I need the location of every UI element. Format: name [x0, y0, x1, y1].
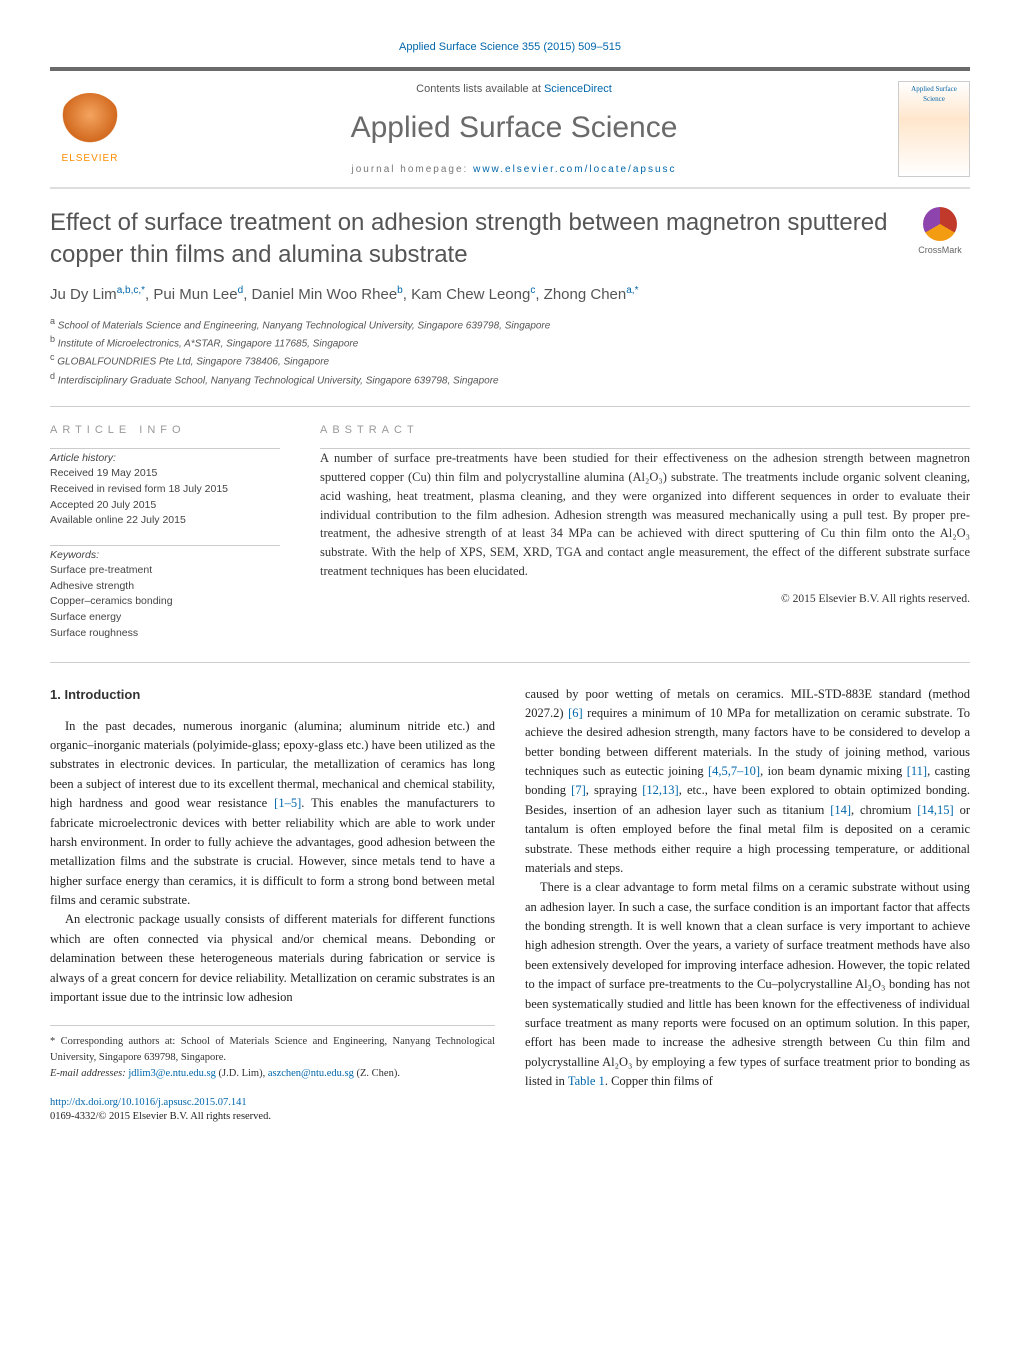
author-affil-sup: c: [530, 285, 535, 296]
email-who-2: (Z. Chen).: [354, 1068, 400, 1079]
affiliation-list: a School of Materials Science and Engine…: [50, 315, 970, 388]
doi-link[interactable]: http://dx.doi.org/10.1016/j.apsusc.2015.…: [50, 1097, 247, 1108]
journal-name: Applied Surface Science: [150, 107, 878, 149]
keywords-head: Keywords:: [50, 548, 280, 563]
citation-link[interactable]: [4,5,7–10]: [708, 764, 760, 778]
author-affil-sup: a,*: [626, 285, 638, 296]
citation-link[interactable]: [6]: [568, 706, 583, 720]
contents-available-line: Contents lists available at ScienceDirec…: [150, 82, 878, 97]
keyword-item: Copper–ceramics bonding: [50, 594, 280, 610]
author-affil-sup: a,b,c,*: [117, 285, 145, 296]
citation-link[interactable]: [1–5]: [274, 796, 301, 810]
affiliation-line: a School of Materials Science and Engine…: [50, 315, 970, 333]
author-affil-sup: d: [238, 285, 244, 296]
crossmark-label: CrossMark: [918, 244, 962, 257]
author-name: Kam Chew Leong: [411, 286, 530, 303]
masthead: ELSEVIER Contents lists available at Sci…: [50, 67, 970, 189]
body-paragraph: In the past decades, numerous inorganic …: [50, 717, 495, 911]
sciencedirect-link[interactable]: ScienceDirect: [544, 83, 612, 95]
body-text: , chromium: [851, 803, 917, 817]
citation-link[interactable]: [7]: [571, 783, 586, 797]
body-paragraph: caused by poor wetting of metals on cera…: [525, 685, 970, 879]
masthead-center: Contents lists available at ScienceDirec…: [150, 82, 878, 177]
divider-info: [50, 448, 280, 449]
homepage-prefix: journal homepage:: [351, 164, 473, 175]
publisher-name: ELSEVIER: [62, 152, 119, 166]
divider-kw: [50, 545, 280, 546]
affiliation-line: d Interdisciplinary Graduate School, Nan…: [50, 370, 970, 388]
body-text: . Copper thin films of: [605, 1074, 713, 1088]
history-head: Article history:: [50, 451, 280, 466]
history-online: Available online 22 July 2015: [50, 513, 280, 529]
body-text: . This enables the manufacturers to fabr…: [50, 796, 495, 907]
email-link-2[interactable]: aszchen@ntu.edu.sg: [268, 1068, 354, 1079]
body-column-left: 1. Introduction In the past decades, num…: [50, 685, 495, 1125]
author-name: Zhong Chen: [544, 286, 627, 303]
journal-cover-thumbnail[interactable]: Applied Surface Science: [898, 81, 970, 177]
crossmark-badge[interactable]: CrossMark: [910, 207, 970, 257]
footnotes: * Corresponding authors at: School of Ma…: [50, 1025, 495, 1081]
email-line: E-mail addresses: jdlim3@e.ntu.edu.sg (J…: [50, 1066, 495, 1082]
citation-link[interactable]: [14]: [830, 803, 851, 817]
contents-prefix: Contents lists available at: [416, 83, 544, 95]
divider-bottom: [50, 662, 970, 663]
keyword-item: Surface energy: [50, 610, 280, 626]
keyword-item: Adhesive strength: [50, 579, 280, 595]
affiliation-line: b Institute of Microelectronics, A*STAR,…: [50, 333, 970, 351]
article-title: Effect of surface treatment on adhesion …: [50, 207, 890, 269]
author-name: Pui Mun Lee: [153, 286, 237, 303]
body-text: , spraying: [586, 783, 643, 797]
journal-homepage-line: journal homepage: www.elsevier.com/locat…: [150, 163, 878, 177]
body-paragraph: There is a clear advantage to form metal…: [525, 878, 970, 1091]
body-text: , ion beam dynamic mixing: [760, 764, 907, 778]
table-ref-link[interactable]: Table 1: [568, 1074, 605, 1088]
author-affil-sup: b: [397, 285, 403, 296]
history-received: Received 19 May 2015: [50, 466, 280, 482]
issn-copyright-line: 0169-4332/© 2015 Elsevier B.V. All right…: [50, 1110, 495, 1125]
keyword-item: Surface roughness: [50, 626, 280, 642]
abstract-text: A number of surface pre-treatments have …: [320, 449, 970, 580]
author-name: Daniel Min Woo Rhee: [252, 286, 398, 303]
body-text: There is a clear advantage to form metal…: [525, 880, 970, 1088]
abstract-column: ABSTRACT A number of surface pre-treatme…: [320, 423, 970, 642]
email-who-1: (J.D. Lim),: [216, 1068, 268, 1079]
journal-citation[interactable]: Applied Surface Science 355 (2015) 509–5…: [50, 40, 970, 55]
article-info-column: ARTICLE INFO Article history: Received 1…: [50, 423, 280, 642]
citation-link[interactable]: [11]: [907, 764, 927, 778]
elsevier-tree-icon: [60, 93, 120, 148]
abstract-copyright: © 2015 Elsevier B.V. All rights reserved…: [320, 591, 970, 607]
keyword-item: Surface pre-treatment: [50, 563, 280, 579]
corresponding-author-note: * Corresponding authors at: School of Ma…: [50, 1034, 495, 1066]
publisher-logo[interactable]: ELSEVIER: [50, 84, 130, 174]
doi-block: http://dx.doi.org/10.1016/j.apsusc.2015.…: [50, 1096, 495, 1125]
citation-link[interactable]: [12,13]: [642, 783, 678, 797]
crossmark-icon: [923, 207, 957, 241]
abstract-label: ABSTRACT: [320, 423, 970, 438]
author-list: Ju Dy Lima,b,c,*, Pui Mun Leed, Daniel M…: [50, 284, 970, 305]
citation-link[interactable]: [14,15]: [917, 803, 953, 817]
body-paragraph: An electronic package usually consists o…: [50, 910, 495, 1007]
history-accepted: Accepted 20 July 2015: [50, 498, 280, 514]
email-label: E-mail addresses:: [50, 1068, 128, 1079]
body-column-right: caused by poor wetting of metals on cera…: [525, 685, 970, 1125]
email-link-1[interactable]: jdlim3@e.ntu.edu.sg: [128, 1068, 216, 1079]
affiliation-line: c GLOBALFOUNDRIES Pte Ltd, Singapore 738…: [50, 351, 970, 369]
history-revised: Received in revised form 18 July 2015: [50, 482, 280, 498]
author-name: Ju Dy Lim: [50, 286, 117, 303]
section-heading-intro: 1. Introduction: [50, 685, 495, 705]
journal-homepage-link[interactable]: www.elsevier.com/locate/apsusc: [473, 164, 676, 175]
article-info-label: ARTICLE INFO: [50, 423, 280, 438]
